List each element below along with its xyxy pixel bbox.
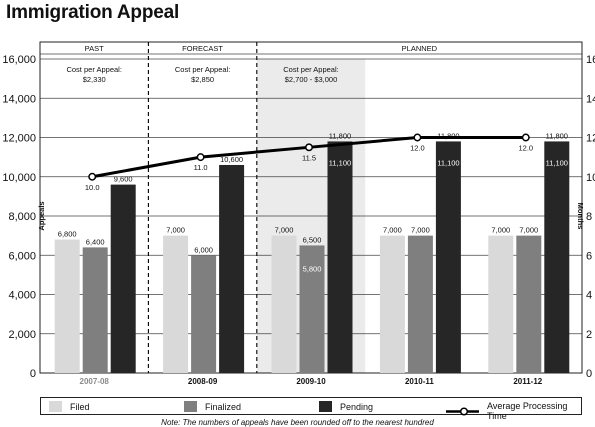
cost-label-title: Cost per Appeal:	[175, 65, 230, 74]
bar-inner-label: 11,100	[437, 158, 459, 167]
bar-value-label: 7,000	[383, 226, 402, 235]
y-tick-label: 0	[30, 368, 36, 380]
bar-filed	[379, 235, 405, 373]
legend-label-pending: Pending	[340, 401, 374, 412]
period-label: FORECAST	[182, 44, 223, 53]
category-label: 2009-10	[296, 377, 326, 386]
cost-label-value: $2,850	[191, 75, 214, 84]
y-tick-label: 8,000	[8, 211, 36, 223]
bar-filed	[54, 239, 80, 373]
legend-swatch-pending	[319, 401, 332, 412]
bar-value-label: 11,800	[437, 131, 459, 140]
legend-item-finalized: Finalized	[184, 401, 241, 412]
category-label: 2007-08	[80, 377, 110, 386]
y2-tick-label: 12	[586, 133, 595, 145]
line-value-label: 12.0	[410, 144, 425, 153]
bar-value-label: 6,000	[194, 245, 213, 254]
y-tick-label: 12,000	[2, 133, 36, 145]
y2-tick-label: 6	[586, 250, 592, 262]
y2-axis-title: Months	[576, 203, 585, 230]
line-value-label: 10.0	[85, 183, 100, 192]
legend-label-finalized: Finalized	[205, 401, 242, 412]
chart-title: Immigration Appeal	[6, 2, 180, 23]
period-label: PAST	[85, 44, 104, 53]
bar-value-label: 11,800	[329, 131, 351, 140]
bar-value-label: 7,000	[275, 226, 294, 235]
bar-pending	[544, 141, 570, 373]
legend-label-filed: Filed	[70, 401, 90, 412]
bar-value-label: 6,500	[303, 235, 322, 244]
bar-value-label: 10,600	[220, 155, 243, 164]
bar-value-label: 7,000	[411, 226, 430, 235]
legend-item-processing-time: Average Processing Time	[446, 401, 581, 421]
bar-value-label: 7,000	[491, 226, 510, 235]
line-point	[413, 133, 422, 142]
line-point	[196, 153, 205, 162]
bar-filed	[163, 235, 189, 373]
y-tick-label: 6,000	[8, 250, 36, 262]
legend-item-filed: Filed	[49, 401, 90, 412]
y-axis-title: Appeals	[37, 201, 46, 230]
legend-swatch-finalized	[184, 401, 197, 412]
y2-tick-label: 2	[586, 329, 592, 341]
bar-filed	[271, 235, 297, 373]
y2-tick-label: 8	[586, 211, 592, 223]
legend-swatch-filed	[49, 401, 62, 412]
category-label: 2010-11	[405, 377, 434, 386]
legend-item-pending: Pending	[319, 401, 373, 412]
y2-tick-label: 16	[586, 54, 595, 66]
line-value-label: 11.0	[194, 163, 208, 172]
bar-inner-label: 11,100	[329, 158, 351, 167]
y2-tick-label: 0	[586, 368, 592, 380]
y-tick-label: 4,000	[8, 290, 36, 302]
line-value-label: 11.5	[302, 153, 316, 162]
bar-finalized	[82, 247, 108, 373]
bar-inner-label: 5,800	[303, 264, 322, 273]
bar-value-label: 9,600	[114, 175, 133, 184]
bar-pending	[219, 164, 245, 373]
y2-tick-label: 4	[586, 290, 592, 302]
bar-value-label: 6,800	[58, 230, 77, 239]
bar-finalized	[516, 235, 542, 373]
bar-value-label: 11,800	[546, 131, 568, 140]
bar-finalized	[299, 245, 325, 373]
cost-label-title: Cost per Appeal:	[66, 65, 121, 74]
bar-pending	[110, 184, 136, 373]
category-label: 2008-09	[188, 377, 218, 386]
footnote: Note: The numbers of appeals have been r…	[161, 418, 434, 427]
y2-tick-label: 10	[586, 172, 595, 184]
bar-pending	[435, 141, 461, 373]
bar-finalized	[191, 255, 217, 373]
bar-value-label: 7,000	[519, 226, 538, 235]
period-label: PLANNED	[402, 44, 438, 53]
y-tick-label: 14,000	[2, 93, 36, 105]
category-label: 2011-12	[513, 377, 542, 386]
y-tick-label: 10,000	[2, 172, 36, 184]
bar-finalized	[407, 235, 433, 373]
cost-label-title: Cost per Appeal:	[283, 65, 338, 74]
y-tick-label: 2,000	[8, 329, 36, 341]
y-tick-label: 16,000	[2, 54, 36, 66]
legend: Filed Finalized Pending Average Processi…	[40, 397, 582, 421]
y2-tick-label: 14	[586, 93, 595, 105]
bar-filed	[488, 235, 514, 373]
cost-label-value: $2,330	[83, 75, 106, 84]
cost-label-value: $2,700 - $3,000	[285, 75, 338, 84]
line-point	[88, 172, 97, 181]
legend-line-marker	[446, 406, 480, 416]
line-value-label: 12.0	[518, 144, 533, 153]
bar-value-label: 7,000	[166, 226, 185, 235]
line-point	[521, 133, 530, 142]
bar-value-label: 6,400	[86, 237, 105, 246]
bar-inner-label: 11,100	[546, 158, 568, 167]
legend-label-processing-time: Average Processing Time	[487, 401, 568, 421]
line-point	[305, 143, 313, 152]
bar-pending	[327, 141, 353, 373]
